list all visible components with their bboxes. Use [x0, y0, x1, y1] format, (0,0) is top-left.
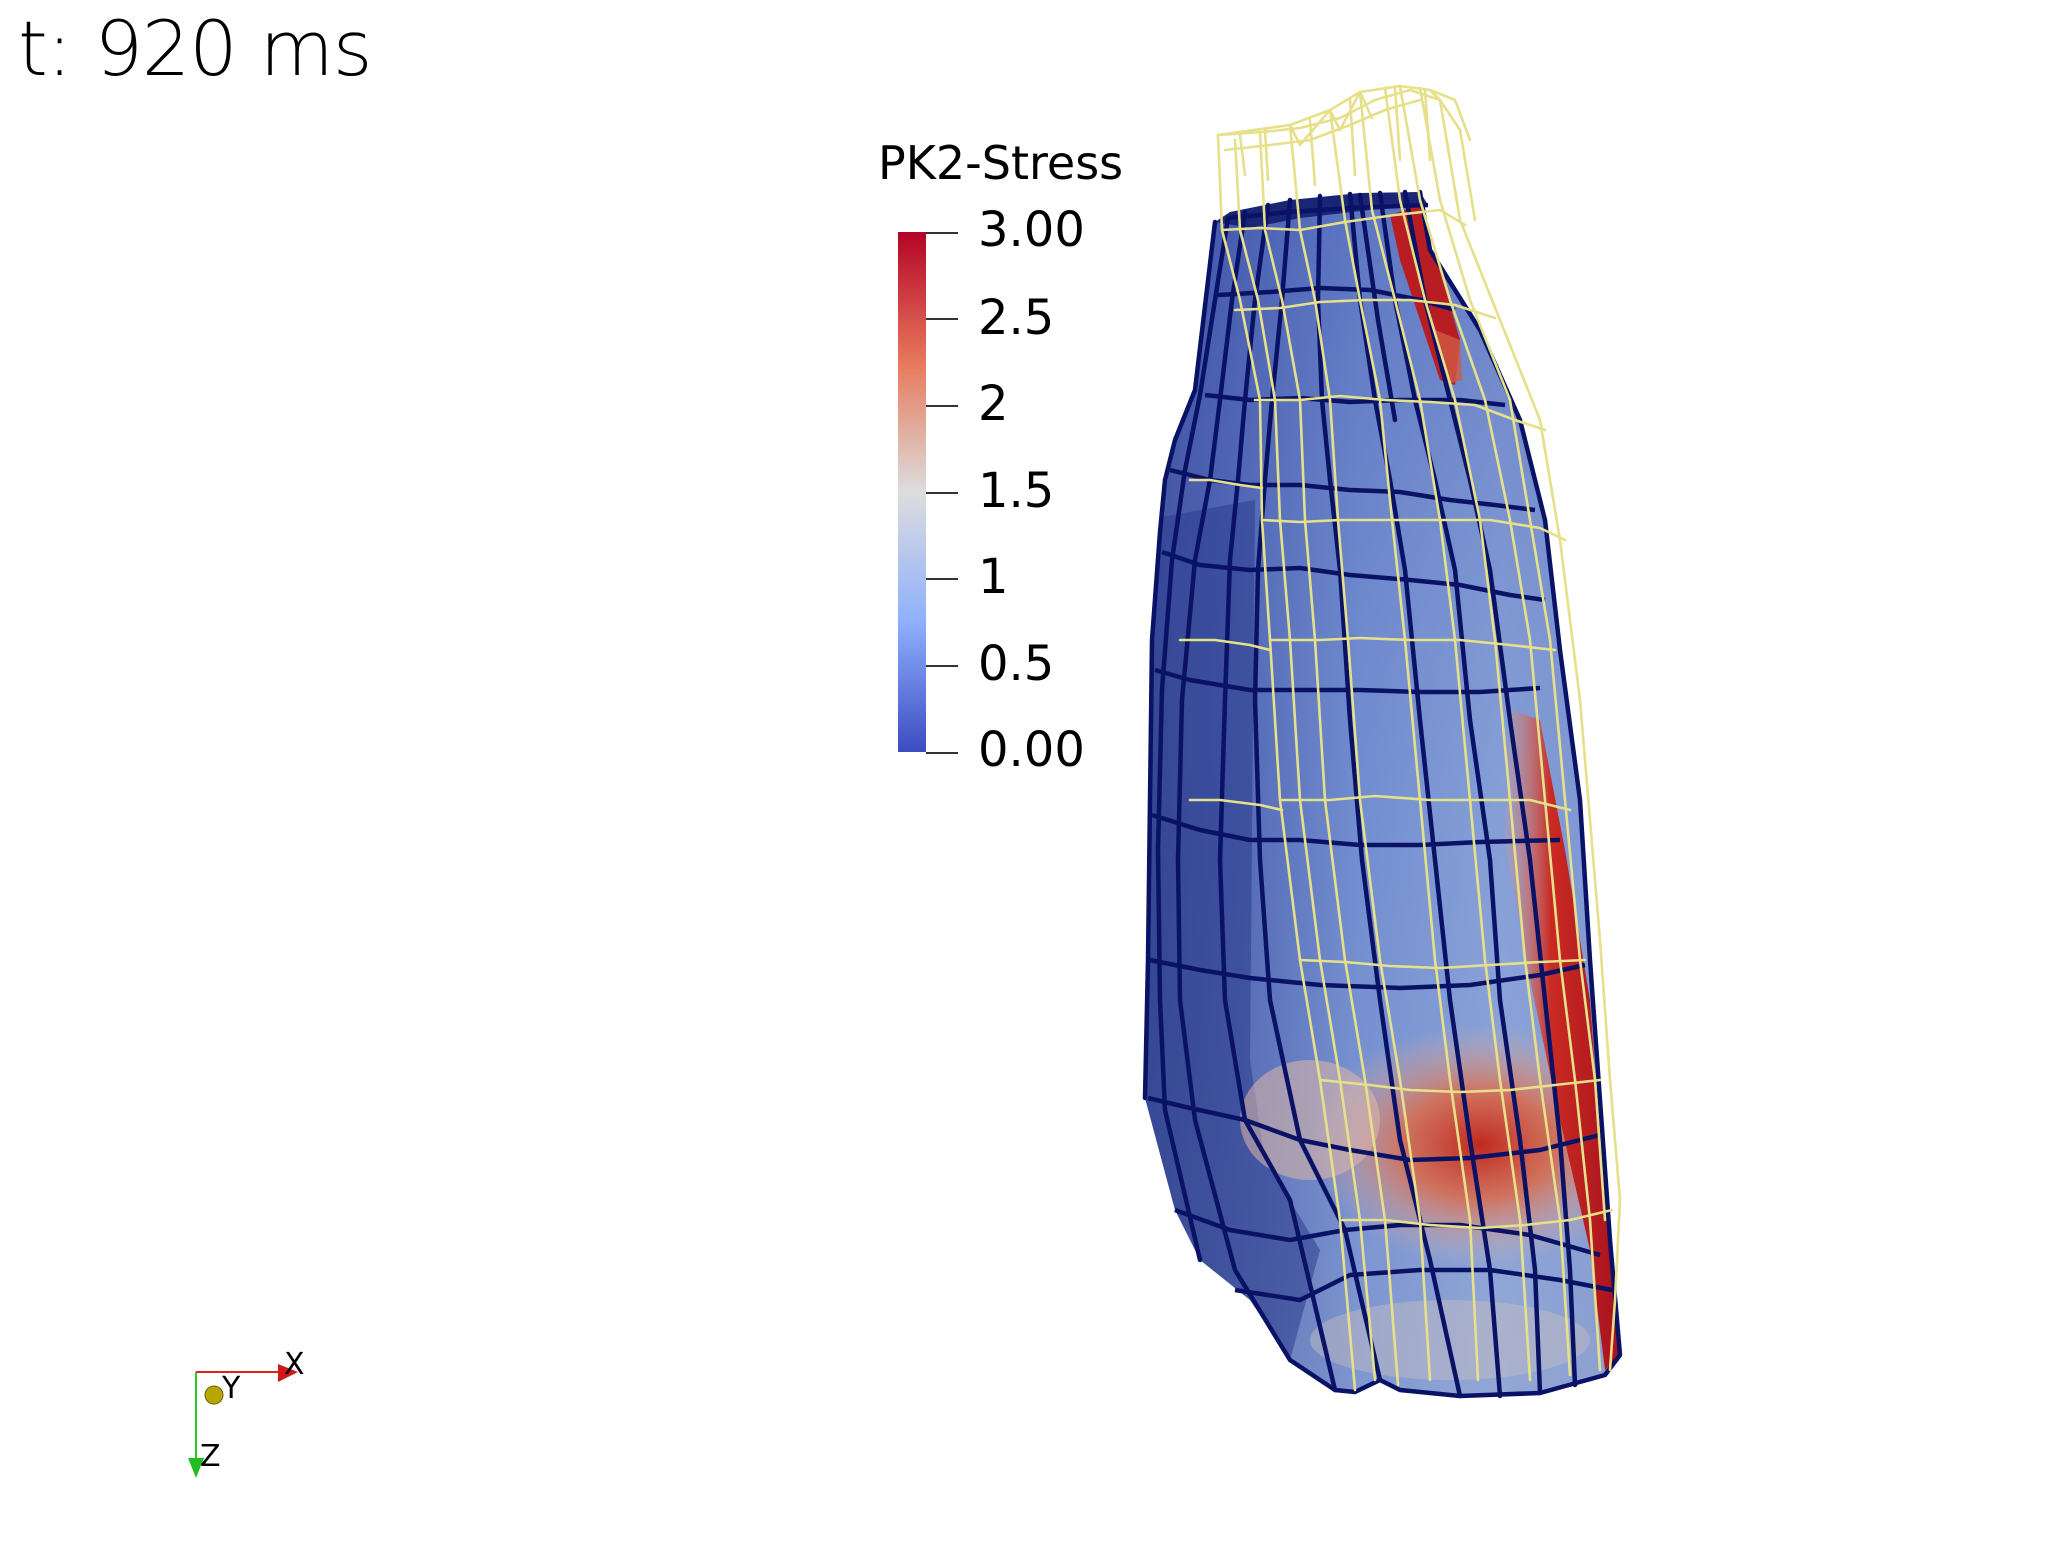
axis-z-label: Z	[200, 1439, 221, 1474]
orientation-axes: X Y Z	[188, 1347, 305, 1478]
colorbar-tick-label: 3.00	[978, 202, 1085, 258]
deformed-mesh-surface	[1142, 189, 1623, 1399]
colorbar-gradient	[898, 232, 926, 752]
colorbar-tick-label: 0.00	[978, 722, 1085, 778]
colorbar-tick	[926, 578, 958, 580]
time-annotation: t: 920 ms	[18, 4, 372, 93]
reference-wireframe	[1178, 84, 1622, 1392]
colorbar-tick	[926, 232, 958, 234]
colorbar-tick-label: 1.5	[978, 463, 1055, 519]
axis-x-label: X	[284, 1347, 305, 1382]
colorbar-tick	[926, 492, 958, 494]
colorbar-tick-label: 1	[978, 549, 1009, 605]
colorbar-tick-label: 2.5	[978, 290, 1055, 346]
colorbar-tick	[926, 752, 958, 754]
colorbar-tick-label: 0.5	[978, 636, 1055, 692]
colorbar-tick-label: 2	[978, 376, 1009, 432]
colorbar-tick	[926, 318, 958, 320]
colorbar-tick	[926, 665, 958, 667]
colorbar-title: PK2-Stress	[878, 136, 1124, 190]
axis-y-label: Y	[221, 1371, 241, 1406]
colorbar-tick	[926, 405, 958, 407]
